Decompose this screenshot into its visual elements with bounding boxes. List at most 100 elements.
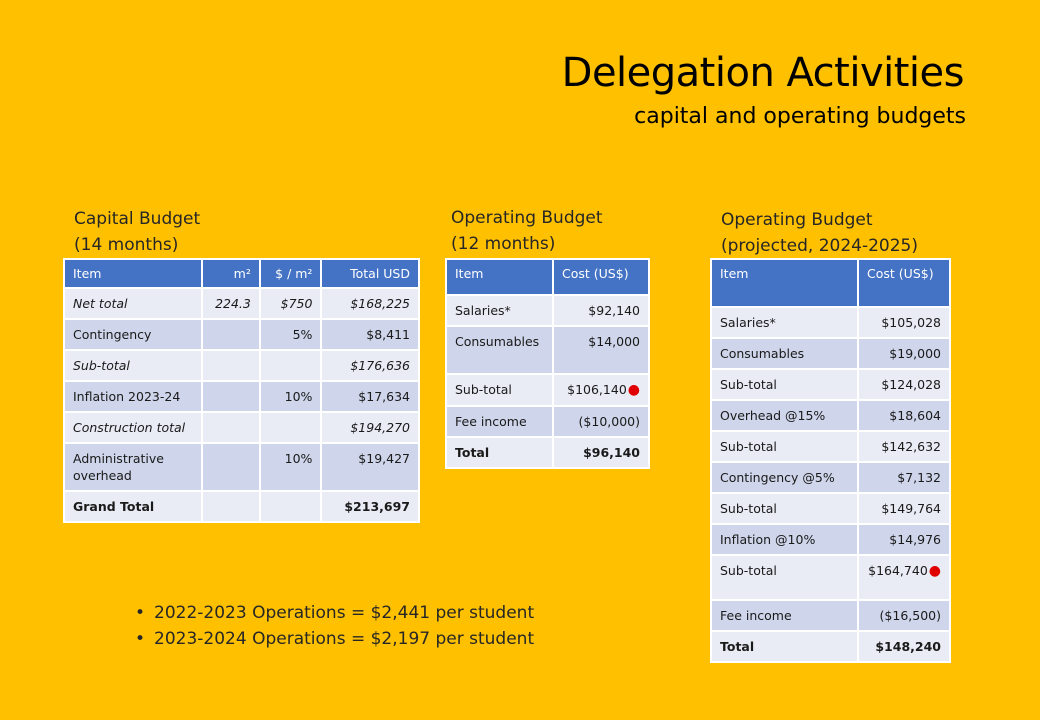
row-rate <box>258 490 323 523</box>
row-label: Sub-total <box>709 492 860 525</box>
row-cost: $106,140 <box>567 382 627 397</box>
operating-caption-line1: Operating Budget <box>451 208 603 228</box>
header-cell: $ / m² <box>258 258 323 289</box>
table-row: Inflation @10% $14,976 <box>709 523 951 556</box>
row-rate <box>258 349 323 382</box>
row-label: Contingency <box>63 318 203 351</box>
row-cost: $96,140 <box>552 436 650 469</box>
row-cost: $142,632 <box>857 430 951 463</box>
row-label: Sub-total <box>709 554 860 601</box>
row-cost: $149,764 <box>857 492 951 525</box>
row-cost: $14,000 <box>552 325 650 375</box>
header-cell: Cost (US$) <box>857 258 951 308</box>
row-cost: $18,604 <box>857 399 951 432</box>
row-area <box>201 411 261 444</box>
bullet-note: 2022-2023 Operations = $2,441 per studen… <box>135 600 534 626</box>
bullet-note: 2023-2024 Operations = $2,197 per studen… <box>135 626 534 652</box>
row-label: Total <box>444 436 555 469</box>
row-label: Salaries* <box>709 306 860 339</box>
table-row: Contingency 5% $8,411 <box>63 318 420 351</box>
table-row: Total $96,140 <box>444 436 650 469</box>
table-row: Contingency @5% $7,132 <box>709 461 951 494</box>
row-cost: $14,976 <box>857 523 951 556</box>
table-header-row: Item m² $ / m² Total USD <box>63 258 420 289</box>
projected-budget-table: Item Cost (US$) Salaries* $105,028 Consu… <box>709 258 951 663</box>
row-total: $19,427 <box>320 442 420 492</box>
row-area <box>201 380 261 413</box>
table-row: Sub-total $149,764 <box>709 492 951 525</box>
capital-budget-caption: Capital Budget (14 months) <box>74 206 200 258</box>
row-label: Total <box>709 630 860 663</box>
row-rate: 10% <box>258 380 323 413</box>
table-row: Sub-total $142,632 <box>709 430 951 463</box>
header-cell: m² <box>201 258 261 289</box>
red-dot-marker-icon: ● <box>928 563 941 579</box>
row-label: Fee income <box>444 405 555 438</box>
table-row: Total $148,240 <box>709 630 951 663</box>
table-header-row: Item Cost (US$) <box>709 258 951 308</box>
header-cell: Cost (US$) <box>552 258 650 296</box>
row-cost: $105,028 <box>857 306 951 339</box>
table-row: Salaries* $105,028 <box>709 306 951 339</box>
capital-caption-line2: (14 months) <box>74 235 179 255</box>
red-dot-marker-icon: ● <box>627 382 640 398</box>
projected-caption-line1: Operating Budget <box>721 210 873 230</box>
row-label: Sub-total <box>709 368 860 401</box>
row-area <box>201 318 261 351</box>
row-label: Net total <box>63 287 203 320</box>
row-area: 224.3 <box>201 287 261 320</box>
operations-notes: 2022-2023 Operations = $2,441 per studen… <box>135 600 534 652</box>
row-cost: $7,132 <box>857 461 951 494</box>
table-row: Fee income ($10,000) <box>444 405 650 438</box>
row-label: Contingency @5% <box>709 461 860 494</box>
row-rate <box>258 411 323 444</box>
header-cell: Item <box>63 258 203 289</box>
row-total: $176,636 <box>320 349 420 382</box>
row-total: $8,411 <box>320 318 420 351</box>
table-row: Grand Total $213,697 <box>63 490 420 523</box>
row-total: $194,270 <box>320 411 420 444</box>
row-cost-cell: $106,140● <box>552 373 650 407</box>
row-area <box>201 349 261 382</box>
table-header-row: Item Cost (US$) <box>444 258 650 296</box>
slide-title: Delegation Activities <box>561 50 965 96</box>
row-total: $213,697 <box>320 490 420 523</box>
row-label: Administrative overhead <box>63 442 203 492</box>
row-label: Consumables <box>444 325 555 375</box>
header-cell: Item <box>709 258 860 308</box>
row-label: Consumables <box>709 337 860 370</box>
row-label: Inflation 2023-24 <box>63 380 203 413</box>
row-cost: $124,028 <box>857 368 951 401</box>
operating-budget-caption: Operating Budget (12 months) <box>451 205 603 257</box>
row-label: Sub-total <box>444 373 555 407</box>
row-label: Overhead @15% <box>709 399 860 432</box>
table-row: Construction total $194,270 <box>63 411 420 444</box>
table-row: Salaries* $92,140 <box>444 294 650 327</box>
capital-caption-line1: Capital Budget <box>74 209 201 229</box>
row-cost: $164,740 <box>868 563 928 578</box>
row-cost: $19,000 <box>857 337 951 370</box>
header-cell: Item <box>444 258 555 296</box>
row-cost: ($16,500) <box>857 599 951 632</box>
table-row: Fee income ($16,500) <box>709 599 951 632</box>
row-cost-cell: $164,740● <box>857 554 951 601</box>
table-row: Consumables $14,000 <box>444 325 650 375</box>
row-area <box>201 442 261 492</box>
table-row: Sub-total $176,636 <box>63 349 420 382</box>
table-row: Consumables $19,000 <box>709 337 951 370</box>
operating-budget-table: Item Cost (US$) Salaries* $92,140 Consum… <box>444 258 650 469</box>
row-label: Fee income <box>709 599 860 632</box>
row-cost: $92,140 <box>552 294 650 327</box>
table-row: Inflation 2023-24 10% $17,634 <box>63 380 420 413</box>
row-rate: 10% <box>258 442 323 492</box>
table-row: Sub-total $124,028 <box>709 368 951 401</box>
table-row: Net total 224.3 $750 $168,225 <box>63 287 420 320</box>
row-label: Sub-total <box>63 349 203 382</box>
row-total: $17,634 <box>320 380 420 413</box>
row-cost: $148,240 <box>857 630 951 663</box>
table-row: Administrative overhead 10% $19,427 <box>63 442 420 492</box>
row-area <box>201 490 261 523</box>
row-rate: $750 <box>258 287 323 320</box>
row-label: Salaries* <box>444 294 555 327</box>
row-total: $168,225 <box>320 287 420 320</box>
